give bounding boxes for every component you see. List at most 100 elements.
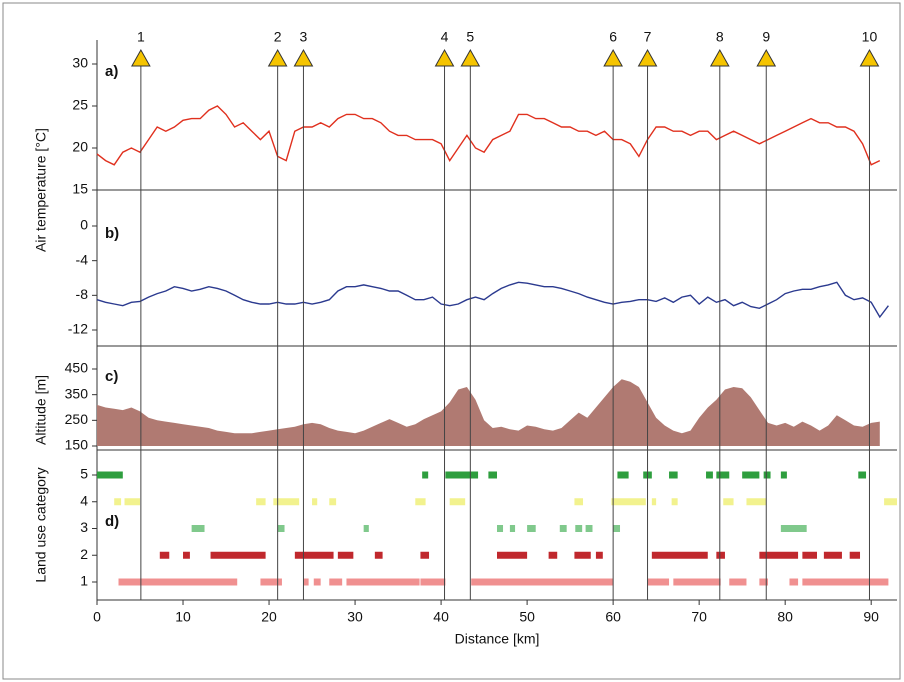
- land-use-segment: [114, 498, 122, 506]
- land-use-segment: [273, 498, 300, 506]
- y-tick-label: 20: [72, 139, 88, 155]
- marker-triangle: [756, 48, 777, 67]
- x-tick-label: 80: [777, 609, 793, 625]
- y-tick-label: 25: [72, 97, 88, 113]
- land-use-segment: [559, 525, 567, 532]
- land-use-segment: [706, 471, 713, 479]
- land-use-segment: [729, 578, 747, 586]
- y-axis-label: Land use category: [33, 467, 49, 582]
- marker-triangle: [434, 48, 455, 67]
- land-use-segment: [363, 525, 369, 532]
- land-use-segment: [647, 578, 670, 586]
- marker-label: 8: [716, 29, 724, 45]
- panel-label: a): [105, 63, 118, 80]
- marker-triangle: [603, 48, 623, 67]
- land-use-segment: [585, 525, 593, 532]
- land-use-segment: [574, 498, 584, 506]
- land-use-segment: [759, 551, 799, 559]
- y-tick-label: 3: [80, 519, 88, 535]
- marker-triangle: [637, 48, 658, 67]
- land-use-segment: [548, 551, 558, 559]
- land-use-segment: [497, 551, 528, 559]
- panel-label: b): [105, 225, 119, 242]
- y-tick-label: -12: [68, 321, 88, 337]
- land-use-segment: [312, 498, 318, 506]
- marker-label: 5: [466, 29, 474, 45]
- land-use-segment: [509, 525, 516, 532]
- y-axis-label: Altitude [m]: [33, 375, 49, 445]
- land-use-segment: [256, 498, 266, 506]
- land-use-segment: [118, 578, 238, 586]
- land-use-segment: [789, 578, 799, 586]
- y-tick-label: 150: [65, 437, 89, 453]
- y-tick-label: 4: [80, 492, 88, 508]
- land-use-segment: [497, 525, 504, 532]
- x-tick-label: 50: [519, 609, 535, 625]
- land-use-segment: [780, 471, 787, 479]
- land-use-segment: [746, 498, 767, 506]
- land-use-segment: [346, 578, 420, 586]
- marker-label: 4: [441, 29, 449, 45]
- marker-triangle: [460, 48, 481, 67]
- y-tick-label: 250: [65, 411, 89, 427]
- land-use-segment: [884, 498, 897, 506]
- panel-label: d): [105, 513, 119, 530]
- marker-label: 7: [644, 29, 652, 45]
- land-use-segment: [374, 551, 383, 559]
- land-use-segment: [329, 498, 337, 506]
- land-use-segment: [329, 578, 343, 586]
- land-use-segment: [260, 578, 282, 586]
- land-use-segment: [277, 525, 285, 532]
- land-use-segment: [716, 551, 725, 559]
- data-line: [96, 281, 889, 319]
- land-use-segment: [97, 471, 123, 479]
- y-tick-label: 30: [72, 55, 88, 71]
- x-tick-label: 10: [175, 609, 191, 625]
- marker-label: 9: [762, 29, 770, 45]
- land-use-segment: [849, 551, 861, 559]
- land-use-segment: [313, 578, 321, 586]
- y-tick-label: 1: [80, 573, 88, 589]
- land-use-segment: [210, 551, 266, 559]
- land-use-segment: [651, 551, 708, 559]
- y-tick-label: 5: [80, 466, 88, 482]
- y-axis-label: Air temperature [°C]: [33, 128, 49, 252]
- marker-label: 3: [300, 29, 308, 45]
- x-tick-label: 30: [347, 609, 363, 625]
- land-use-segment: [337, 551, 354, 559]
- marker-triangle: [859, 48, 880, 67]
- data-area: [97, 379, 880, 446]
- x-tick-label: 60: [605, 609, 621, 625]
- marker-triangle: [131, 48, 151, 67]
- marker-label: 10: [862, 29, 878, 45]
- y-tick-label: 0: [80, 217, 88, 233]
- x-tick-label: 20: [261, 609, 277, 625]
- land-use-segment: [595, 551, 603, 559]
- y-tick-label: 2: [80, 546, 88, 562]
- land-use-segment: [422, 471, 429, 479]
- marker-triangle: [293, 48, 314, 67]
- land-use-segment: [159, 551, 170, 559]
- land-use-segment: [651, 498, 657, 506]
- land-use-segment: [449, 498, 466, 506]
- data-line: [96, 105, 881, 166]
- land-use-segment: [527, 525, 536, 532]
- land-use-segment: [445, 471, 479, 479]
- land-use-segment: [611, 498, 646, 506]
- land-use-segment: [488, 471, 497, 479]
- land-use-segment: [183, 551, 190, 559]
- land-use-segment: [716, 471, 730, 479]
- y-tick-label: 350: [65, 385, 89, 401]
- marker-label: 6: [609, 29, 617, 45]
- land-use-segment: [617, 471, 629, 479]
- y-tick-label: 450: [65, 360, 89, 376]
- land-use-segment: [802, 578, 889, 586]
- land-use-segment: [780, 525, 807, 532]
- land-use-segment: [574, 551, 591, 559]
- land-use-segment: [191, 525, 205, 532]
- land-use-segment: [415, 498, 426, 506]
- land-use-segment: [294, 551, 334, 559]
- land-use-segment: [471, 578, 614, 586]
